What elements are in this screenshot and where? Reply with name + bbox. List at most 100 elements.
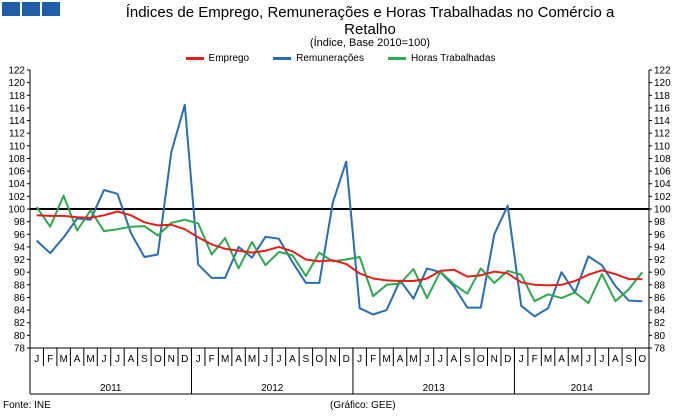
x-month-label: M — [409, 354, 417, 365]
chart-credit: (Gráfico: GEE) — [330, 400, 396, 411]
x-month-label: A — [558, 354, 565, 365]
y-tick-label-right: 118 — [654, 91, 670, 102]
legend-swatch-remuneracoes — [273, 57, 292, 60]
y-tick-label-left: 80 — [14, 331, 26, 342]
y-tick-label-left: 118 — [9, 91, 25, 102]
x-month-label: A — [612, 354, 619, 365]
x-month-label: M — [544, 354, 552, 365]
y-tick-label-left: 96 — [14, 230, 26, 241]
x-month-label: A — [74, 354, 81, 365]
legend-label-remuneracoes: Remunerações — [296, 53, 364, 64]
x-month-label: J — [357, 354, 362, 365]
legend-swatch-emprego — [185, 57, 204, 60]
x-month-label: A — [451, 354, 458, 365]
y-tick-label-right: 98 — [654, 217, 666, 228]
x-year-label: 2013 — [423, 383, 446, 394]
y-tick-label-left: 90 — [14, 268, 26, 279]
y-tick-label-right: 96 — [654, 230, 666, 241]
y-tick-label-left: 116 — [9, 103, 25, 114]
x-month-label: A — [128, 354, 135, 365]
x-month-label: O — [477, 354, 485, 365]
x-month-label: J — [438, 354, 443, 365]
gee-logo — [2, 2, 60, 16]
y-tick-label-right: 112 — [654, 129, 670, 140]
y-tick-label-left: 122 — [8, 66, 25, 77]
y-tick-label-right: 80 — [654, 331, 666, 342]
y-tick-label-right: 94 — [654, 242, 666, 253]
y-tick-label-right: 84 — [654, 306, 666, 317]
x-month-label: N — [168, 354, 175, 365]
y-tick-label-left: 94 — [14, 242, 26, 253]
x-month-label: J — [263, 354, 268, 365]
x-month-label: N — [491, 354, 498, 365]
x-month-label: D — [181, 354, 188, 365]
x-month-label: J — [102, 354, 107, 365]
legend-swatch-horas — [387, 57, 406, 60]
x-month-label: J — [519, 354, 524, 365]
y-tick-label-left: 84 — [14, 306, 26, 317]
y-tick-label-right: 120 — [654, 78, 671, 89]
x-month-label: S — [141, 354, 148, 365]
y-tick-label-right: 122 — [654, 66, 671, 77]
x-month-label: F — [532, 354, 538, 365]
y-tick-label-left: 114 — [9, 116, 25, 127]
y-tick-label-left: 98 — [14, 217, 26, 228]
legend-item-horas: Horas Trabalhadas — [387, 53, 496, 64]
x-month-label: A — [289, 354, 296, 365]
y-tick-label-left: 108 — [8, 154, 25, 165]
series-line-emprego — [36, 210, 643, 287]
y-tick-label-right: 110 — [654, 141, 670, 152]
x-month-label: J — [34, 354, 39, 365]
y-tick-label-right: 104 — [654, 179, 671, 190]
y-tick-label-left: 102 — [8, 192, 25, 203]
legend-label-emprego: Emprego — [208, 53, 250, 64]
logo-block — [42, 2, 60, 16]
x-month-label: J — [276, 354, 281, 365]
x-month-label: J — [115, 354, 120, 365]
x-month-label: O — [638, 354, 646, 365]
y-tick-label-right: 88 — [654, 280, 666, 291]
y-tick-label-right: 116 — [654, 103, 670, 114]
legend-label-horas: Horas Trabalhadas — [410, 53, 496, 64]
y-tick-label-right: 78 — [654, 344, 666, 355]
x-month-label: F — [209, 354, 215, 365]
x-month-label: M — [86, 354, 94, 365]
logo-block — [2, 2, 20, 16]
y-tick-label-right: 90 — [654, 268, 666, 279]
y-tick-label-right: 102 — [654, 192, 671, 203]
y-tick-label-left: 88 — [14, 280, 26, 291]
legend-item-remuneracoes: Remunerações — [273, 53, 364, 64]
x-month-label: M — [571, 354, 579, 365]
x-year-label: 2011 — [100, 383, 122, 394]
series-line-remuneracoes — [36, 103, 643, 318]
y-tick-label-left: 92 — [14, 255, 26, 266]
x-month-label: S — [464, 354, 471, 365]
x-month-label: M — [248, 354, 256, 365]
chart-subtitle: (Índice, Base 2010=100) — [309, 37, 431, 49]
x-month-label: O — [315, 354, 323, 365]
x-year-label: 2014 — [571, 383, 594, 394]
x-month-label: M — [59, 354, 67, 365]
x-month-label: O — [154, 354, 162, 365]
x-month-label: M — [221, 354, 229, 365]
y-tick-label-left: 78 — [14, 344, 26, 355]
chart-title: Índices de Emprego, Remunerações e Horas… — [125, 4, 615, 38]
x-month-label: A — [235, 354, 242, 365]
x-month-label: J — [196, 354, 201, 365]
series-line-horas — [35, 194, 644, 305]
x-month-label: N — [329, 354, 336, 365]
y-tick-label-left: 110 — [9, 141, 25, 152]
y-tick-label-left: 82 — [14, 318, 26, 329]
x-month-label: D — [343, 354, 350, 365]
chart-legend: Emprego Remunerações Horas Trabalhadas — [0, 53, 681, 64]
x-month-label: M — [382, 354, 390, 365]
y-tick-label-right: 106 — [654, 167, 671, 178]
logo-block — [22, 2, 40, 16]
y-tick-label-right: 108 — [654, 154, 671, 165]
y-tick-label-left: 120 — [8, 78, 25, 89]
x-month-label: F — [47, 354, 53, 365]
y-tick-label-left: 104 — [8, 179, 25, 190]
y-tick-label-right: 82 — [654, 318, 666, 329]
x-month-label: S — [303, 354, 310, 365]
